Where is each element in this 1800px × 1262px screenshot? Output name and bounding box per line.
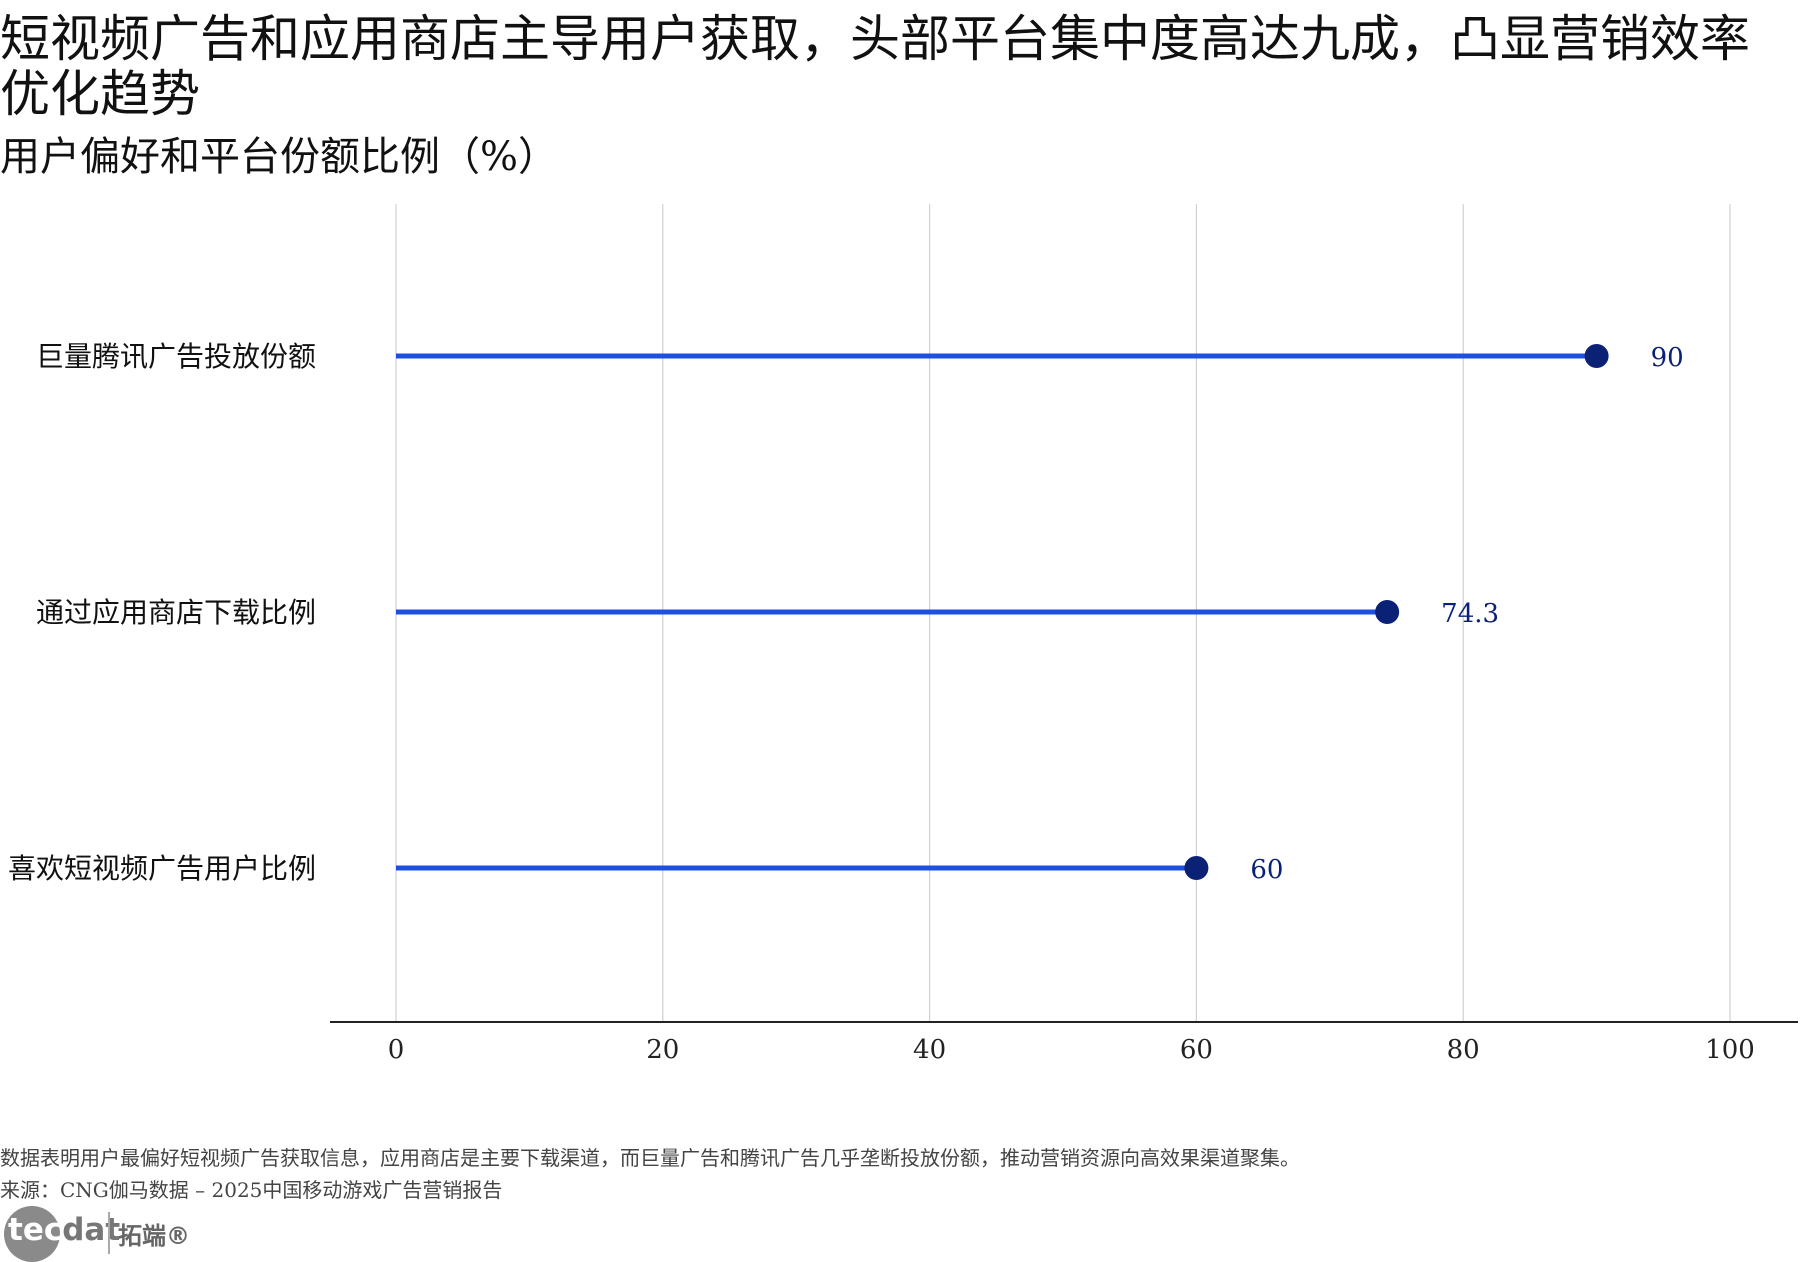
x-tick-label: 0 bbox=[388, 1035, 405, 1065]
category-label: 通过应用商店下载比例 bbox=[36, 596, 316, 629]
logo-cn-text: 拓端® bbox=[118, 1222, 190, 1250]
chart-note: 数据表明用户最偏好短视频广告获取信息，应用商店是主要下载渠道，而巨量广告和腾讯广… bbox=[0, 1146, 1300, 1170]
value-label: 90 bbox=[1651, 343, 1684, 373]
lollipop-dot bbox=[1584, 344, 1609, 368]
x-tick-label: 20 bbox=[646, 1035, 679, 1065]
category-label: 巨量腾讯广告投放份额 bbox=[36, 340, 316, 373]
chart-source: 来源：CNG伽马数据 – 2025中国移动游戏广告营销报告 bbox=[0, 1178, 503, 1202]
logo-wordmark: tecdat bbox=[8, 1212, 121, 1248]
value-label: 74.3 bbox=[1441, 599, 1499, 629]
value-label: 60 bbox=[1250, 855, 1283, 885]
chart-title: 短视频广告和应用商店主导用户获取，头部平台集中度高达九成，凸显营销效率优化趋势 bbox=[0, 10, 1750, 123]
lollipop-dot bbox=[1184, 856, 1209, 880]
lollipop-chart: 0 20 40 60 80 100 巨量腾讯广告投放份额 90 通过应用商店下载比例 74.3 喜欢… bbox=[8, 204, 1798, 1065]
chart-subtitle: 用户偏好和平台份额比例（%） bbox=[0, 134, 559, 180]
x-tick-label: 40 bbox=[913, 1035, 946, 1065]
category-label: 喜欢短视频广告用户比例 bbox=[8, 852, 316, 885]
x-tick-label: 80 bbox=[1447, 1035, 1480, 1065]
x-tick-label: 100 bbox=[1705, 1035, 1755, 1065]
logo-divider bbox=[108, 1212, 110, 1254]
x-tick-label: 60 bbox=[1180, 1035, 1213, 1065]
lollipop-dot bbox=[1375, 600, 1400, 624]
logo-badge bbox=[4, 1206, 60, 1262]
